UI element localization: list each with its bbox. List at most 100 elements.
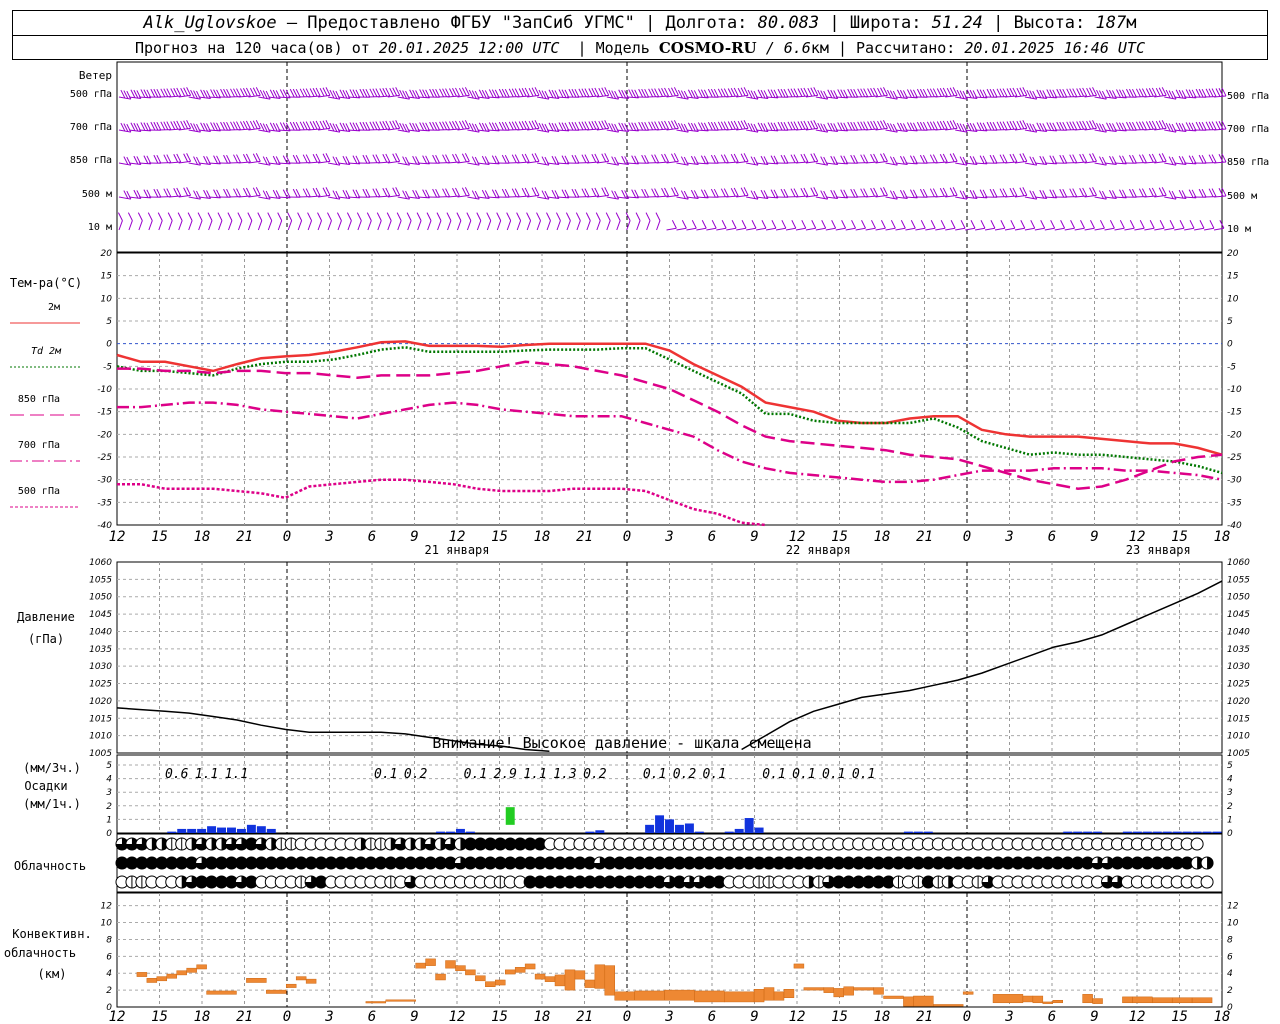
cloud-cover-fill [245,838,258,850]
wind-barb-feather [807,120,813,130]
wind-barb-feather [1208,121,1214,130]
wind-barb-feather [831,220,837,229]
wind-barb-feather [803,120,809,130]
cloud-cover-fill [225,838,238,850]
wind-barb-feather [601,153,607,162]
wind-barb-shaft [805,227,816,231]
wind-barb-feather [359,88,365,98]
wind-barb-shaft [347,162,360,165]
time-axis-top-tick-label: 18 [194,529,211,545]
wind-barb-shaft [1154,194,1167,198]
cloud-cover-fill [822,857,835,869]
wind-barb-shaft [576,220,581,231]
pressure-ytick-right: 1015 [1227,714,1250,724]
wind-barb-feather [544,190,550,200]
wind-barb-feather [1006,121,1012,130]
wind-barb-feather [1171,190,1177,200]
wind-barb-feather [153,154,159,164]
wind-barb-feather [1069,88,1075,97]
wind-barb-feather [406,212,412,221]
cloud-cover-fill [553,876,566,888]
pressure-ytick-left: 1035 [89,645,112,655]
wind-barb-feather [966,122,972,131]
cloud-cover-fill [663,876,676,888]
wind-barb-feather [362,121,368,131]
wind-barb-shaft [885,196,898,200]
wind-barb-feather [979,122,985,131]
convective-cloud-bar [634,990,665,1001]
wind-barb-feather [226,88,231,98]
cloud-cover-fill [265,857,278,869]
wind-barb-feather [1126,88,1131,98]
wind-barb-shaft [865,195,878,198]
header-row-station: Alk_Uglovskoe – Предоставлено ФГБУ "ЗапС… [13,11,1267,36]
wind-barb-feather [123,156,129,165]
wind-barb-feather [813,153,819,162]
wind-barb-feather [1129,220,1135,229]
wind-barb-feather [277,212,283,221]
wind-barb-shaft [1044,196,1057,199]
time-axis-top-tick-label: 15 [491,529,508,545]
time-axis-bottom-tick-label: 9 [750,1009,758,1024]
wind-barb-feather [598,87,604,97]
wind-barb-feather [272,89,278,99]
wind-barb-feather [1168,156,1174,165]
wind-barb-feather [711,220,717,229]
wind-barb-feather [939,187,945,197]
wind-barb-feather [173,120,179,130]
wind-barb-shaft [736,160,749,164]
precip-bar [217,827,227,833]
wind-barb-feather [327,212,332,221]
cloud-cover-fill [464,857,477,869]
wind-barb-feather [969,189,975,199]
wind-barb-feather [223,188,228,198]
wind-barb-feather [481,189,487,199]
wind-barb-feather [382,153,388,163]
precip-bar [595,830,605,833]
conv-ytick-right: 4 [1227,969,1233,979]
precip-bar [724,831,734,833]
wind-barb-feather [1029,156,1035,165]
wind-barb-feather [790,188,796,197]
wind-barb-feather [436,212,442,221]
pressure-ytick-right: 1010 [1227,732,1250,742]
wind-barb-feather [588,121,594,130]
cloud-cover-fill [912,857,925,869]
wind-barb-shaft [506,220,512,231]
wind-barb-shaft [676,162,689,166]
wind-barb-feather [670,87,676,96]
wind-barb-feather [362,88,368,98]
wind-barb-feather [332,90,338,99]
wind-barb-feather [1029,90,1035,99]
wind-barb-feather [506,212,512,221]
wind-barb-feather [648,88,654,98]
wind-barb-feather [265,156,271,166]
wind-barb-shaft [238,195,251,198]
wind-barb-feather [929,154,935,163]
wind-barb-feather [153,188,159,198]
wind-barb-shaft [477,196,490,199]
wind-barb-shaft [527,194,540,198]
wind-barb-feather [909,189,915,198]
wind-barb-feather [299,88,305,98]
wind-barb-feather [932,88,938,97]
wind-barb-feather [282,89,288,98]
wind-barb-feather [126,90,132,100]
wind-barb-shaft [268,162,281,165]
cloud-cover-fill [593,857,606,870]
wind-barb-feather [143,155,149,164]
precip-bar [903,831,913,833]
wind-barb-feather [1116,89,1121,98]
wind-barb-shaft [537,196,550,200]
wind-barb-feather [710,88,716,98]
cloud-cover-fill [404,857,417,869]
precip-bar [1182,831,1192,833]
wind-barb-feather [435,121,441,131]
wind-barb-feather [930,220,936,229]
wind-barb-feather [767,122,773,131]
wind-barb-feather [896,122,902,131]
wind-barb-feather [425,155,431,165]
wind-barb-shaft [616,220,621,231]
wind-barb-shaft [1194,227,1205,231]
wind-barb-feather [1169,220,1175,229]
